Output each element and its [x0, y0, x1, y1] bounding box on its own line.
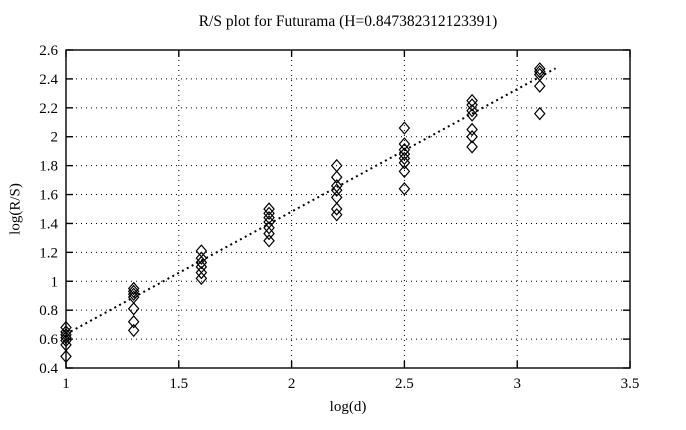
data-point	[263, 234, 275, 248]
y-tick-label: 1.6	[39, 188, 58, 204]
data-point	[398, 151, 411, 166]
y-tick-label: 1.4	[39, 216, 58, 232]
x-tick-label: 3	[513, 376, 521, 392]
data-point	[60, 333, 72, 348]
data-point	[60, 349, 72, 364]
data-point	[127, 290, 140, 304]
data-point	[127, 284, 140, 299]
data-point	[195, 265, 208, 280]
data-point	[195, 271, 208, 286]
data-point	[398, 156, 411, 170]
data-point	[330, 190, 343, 205]
data-point	[533, 67, 546, 82]
y-tick-label: 1	[51, 274, 59, 290]
data-point	[533, 64, 546, 79]
data-point	[533, 79, 546, 93]
data-point	[398, 137, 411, 151]
data-point	[263, 206, 275, 221]
data-point	[330, 170, 343, 184]
y-tick-label: 1.2	[39, 245, 58, 261]
data-point	[466, 122, 478, 137]
data-point	[330, 158, 343, 173]
data-point	[127, 302, 140, 316]
data-point	[398, 143, 411, 157]
y-tick-label: 2.2	[39, 101, 58, 117]
data-point	[263, 221, 275, 235]
data-point	[195, 244, 208, 258]
y-tick-label: 0.4	[39, 361, 58, 377]
y-tick-label: 1.8	[39, 159, 58, 175]
data-point	[263, 202, 275, 216]
x-tick-label: 1.5	[169, 376, 188, 392]
data-point	[60, 330, 72, 345]
x-axis-label: log(d)	[329, 399, 367, 415]
data-point	[60, 328, 72, 342]
data-point	[60, 320, 72, 335]
data-point	[263, 226, 275, 241]
data-point	[533, 62, 546, 76]
data-point	[127, 281, 140, 296]
data-point	[330, 202, 343, 216]
data-point	[398, 164, 411, 179]
data-point	[533, 106, 546, 121]
x-tick-label: 1	[62, 376, 70, 392]
data-point	[466, 130, 478, 144]
data-point	[330, 179, 343, 193]
x-tick-label: 2	[288, 376, 296, 392]
data-point	[195, 251, 208, 265]
y-axis-label: log(R/S)	[7, 183, 24, 235]
data-point	[330, 208, 343, 222]
data-point	[466, 140, 478, 154]
data-point	[127, 315, 140, 329]
data-point	[466, 93, 478, 108]
x-tick-label: 3.5	[621, 376, 640, 392]
data-point	[127, 287, 140, 302]
plot-border	[65, 49, 631, 369]
data-point	[127, 323, 140, 338]
data-point	[466, 103, 478, 118]
y-tick-label: 2.6	[39, 43, 58, 59]
y-tick-label: 0.8	[39, 303, 58, 319]
x-tick-label: 2.5	[395, 376, 414, 392]
y-tick-label: 2	[51, 130, 59, 146]
data-point	[398, 121, 411, 135]
y-tick-label: 2.4	[39, 72, 58, 88]
chart-title: R/S plot for Futurama (H=0.8473823121233…	[198, 13, 498, 30]
data-point	[398, 182, 411, 196]
y-tick-label: 0.6	[39, 332, 58, 348]
